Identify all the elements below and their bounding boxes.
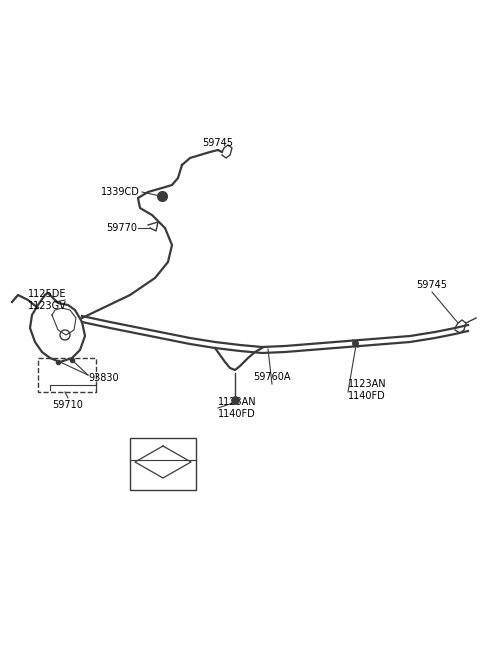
- Text: 1125DE
1123GV: 1125DE 1123GV: [28, 289, 67, 311]
- Text: 1339CD: 1339CD: [101, 187, 140, 197]
- Text: 59745: 59745: [203, 138, 233, 148]
- Text: 59760A: 59760A: [253, 372, 291, 382]
- Text: 59710: 59710: [53, 400, 84, 410]
- Text: 84183: 84183: [147, 443, 177, 453]
- Bar: [130, 438, 196, 490]
- Text: 59745: 59745: [417, 280, 447, 290]
- Text: 59770: 59770: [106, 223, 137, 233]
- Text: 1123AN
1140FD: 1123AN 1140FD: [348, 379, 386, 402]
- Text: 1123AN
1140FD: 1123AN 1140FD: [218, 397, 257, 419]
- Text: 93830: 93830: [88, 373, 119, 383]
